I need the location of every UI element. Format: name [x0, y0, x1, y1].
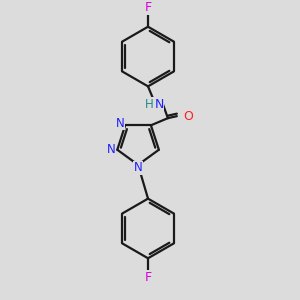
- Text: N: N: [154, 98, 164, 111]
- Text: F: F: [145, 271, 152, 284]
- Text: F: F: [145, 1, 152, 14]
- Text: N: N: [134, 161, 142, 174]
- Text: H: H: [145, 98, 153, 111]
- Text: N: N: [116, 117, 124, 130]
- Text: O: O: [183, 110, 193, 123]
- Text: N: N: [107, 143, 116, 156]
